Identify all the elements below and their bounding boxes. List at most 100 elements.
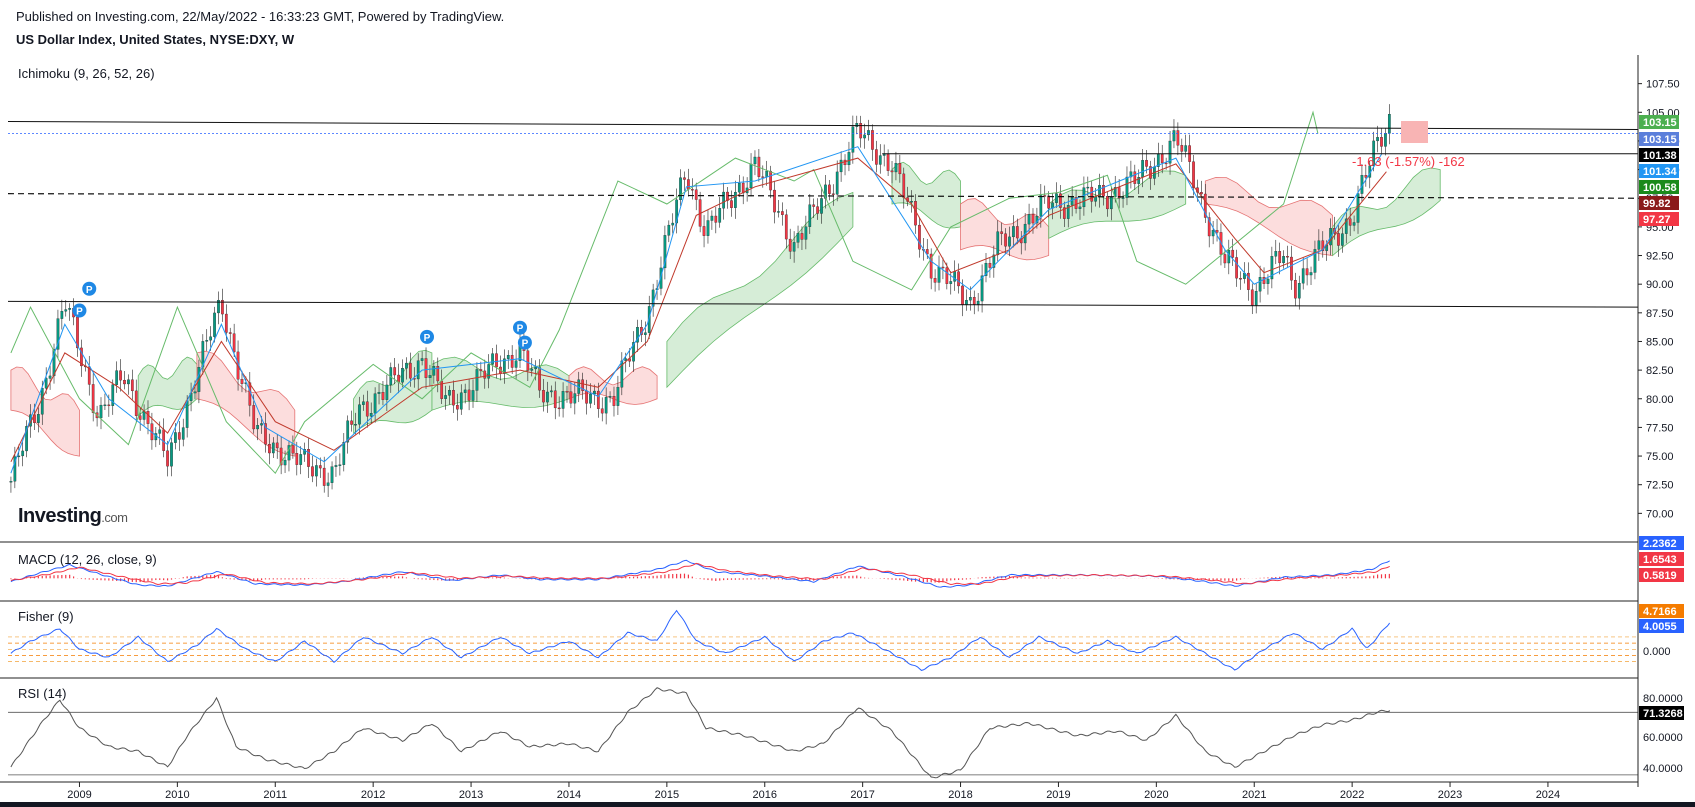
candle-body: [636, 327, 639, 343]
candle-body: [1344, 218, 1348, 234]
candle-body: [573, 393, 577, 404]
pivot-marker[interactable]: P: [82, 281, 97, 296]
candle-body: [847, 152, 851, 166]
candle-body: [898, 163, 902, 175]
candle-body: [581, 379, 585, 391]
candle-body: [1231, 249, 1235, 258]
macd-label: MACD (12, 26, close, 9): [18, 552, 157, 567]
price-tick-label: 80.00: [1646, 394, 1674, 406]
candle-body: [608, 396, 612, 398]
trendline-solid[interactable]: [7, 300, 1639, 308]
candle-body: [1039, 195, 1043, 217]
candle-body: [965, 300, 968, 305]
candle-body: [103, 404, 107, 407]
candle-body: [792, 242, 796, 252]
candle-body: [1274, 251, 1278, 257]
time-tick-label: 2013: [459, 789, 483, 801]
candle-body: [1348, 218, 1352, 226]
published-caption: Published on Investing.com, 22/May/2022 …: [16, 9, 505, 24]
candle-body: [448, 390, 451, 396]
indicator-panels: [0, 541, 1638, 783]
projection-box: [1401, 121, 1428, 143]
pivot-marker[interactable]: P: [513, 320, 528, 335]
candle-body: [675, 199, 678, 224]
candle-body: [824, 184, 827, 199]
candle-body: [146, 411, 150, 424]
price-tick-label: 72.50: [1646, 480, 1674, 492]
time-tick-label: 2014: [557, 789, 581, 801]
candle-body: [1380, 137, 1383, 147]
pivot-marker[interactable]: P: [420, 329, 435, 344]
candle-body: [694, 189, 698, 200]
pivot-marker-circle: [82, 281, 97, 296]
candle-body: [401, 368, 404, 383]
price-label-value: 100.58: [1643, 182, 1677, 194]
indicator-label-value: 0.5819: [1643, 570, 1677, 582]
candle-body: [831, 193, 835, 195]
pivot-marker[interactable]: P: [517, 335, 532, 350]
candle-body: [968, 297, 972, 301]
candle-body: [1066, 204, 1070, 219]
candle-body: [40, 388, 44, 415]
cloud-segment: [353, 349, 433, 434]
candle-body: [510, 355, 514, 368]
candle-body: [929, 253, 933, 279]
indicator-label-value: 2.2362: [1643, 538, 1677, 550]
candle-body: [185, 400, 189, 428]
candle-body: [1000, 231, 1004, 234]
time-tick-label: 2024: [1536, 789, 1560, 801]
candle-body: [718, 208, 722, 223]
candle-body: [988, 262, 992, 268]
candle-body: [52, 349, 56, 377]
candle-body: [1172, 130, 1176, 142]
candle-body: [918, 224, 921, 250]
candle-body: [1203, 193, 1207, 218]
candle-body: [1235, 257, 1238, 279]
trendline-dashed[interactable]: [7, 193, 1639, 199]
candle-body: [318, 465, 322, 469]
time-tick-label: 2019: [1046, 789, 1070, 801]
candle-body: [260, 423, 263, 426]
candle-body: [428, 375, 432, 378]
candle-body: [902, 173, 906, 198]
price-label-box: [1639, 164, 1679, 178]
candle-body: [569, 391, 573, 404]
candle-body: [99, 404, 103, 419]
candle-body: [761, 176, 765, 178]
price-label-value: 103.15: [1643, 117, 1677, 129]
candle-body: [1125, 176, 1129, 198]
candle-body: [1215, 230, 1219, 233]
candle-body: [976, 300, 980, 305]
candle-body: [385, 384, 389, 400]
price-label-value: 97.27: [1643, 214, 1671, 226]
candle-body: [315, 465, 318, 477]
candle-body: [996, 231, 1000, 256]
pivot-marker[interactable]: P: [72, 303, 87, 318]
candle-body: [706, 220, 710, 236]
price-tick-label: 75.00: [1646, 451, 1674, 463]
candle-body: [1015, 226, 1019, 239]
candle-body: [604, 397, 608, 414]
candle-body: [1184, 145, 1188, 152]
candle-body: [1094, 196, 1097, 202]
time-tick-label: 2015: [655, 789, 679, 801]
macd-series-line: [10, 562, 1390, 586]
indicator-label-value: 1.6543: [1643, 554, 1677, 566]
candle-body: [557, 407, 561, 410]
candle-body: [205, 340, 209, 342]
candle-body: [224, 313, 228, 333]
indicator-label-value: 71.3268: [1643, 708, 1683, 720]
candle-body: [980, 275, 984, 302]
candle-body: [248, 382, 252, 406]
bottom-bar: [0, 802, 1695, 807]
candle-body: [600, 408, 604, 414]
candle-body: [753, 156, 757, 165]
price-label-box: [1639, 132, 1679, 146]
trendline-solid[interactable]: [7, 120, 1639, 130]
candle-body: [1321, 240, 1325, 251]
candle-body: [166, 450, 169, 467]
price-label-value: 101.38: [1643, 150, 1677, 162]
price-tick-label: 77.50: [1646, 422, 1674, 434]
indicator-label-value: 4.0055: [1643, 621, 1677, 633]
